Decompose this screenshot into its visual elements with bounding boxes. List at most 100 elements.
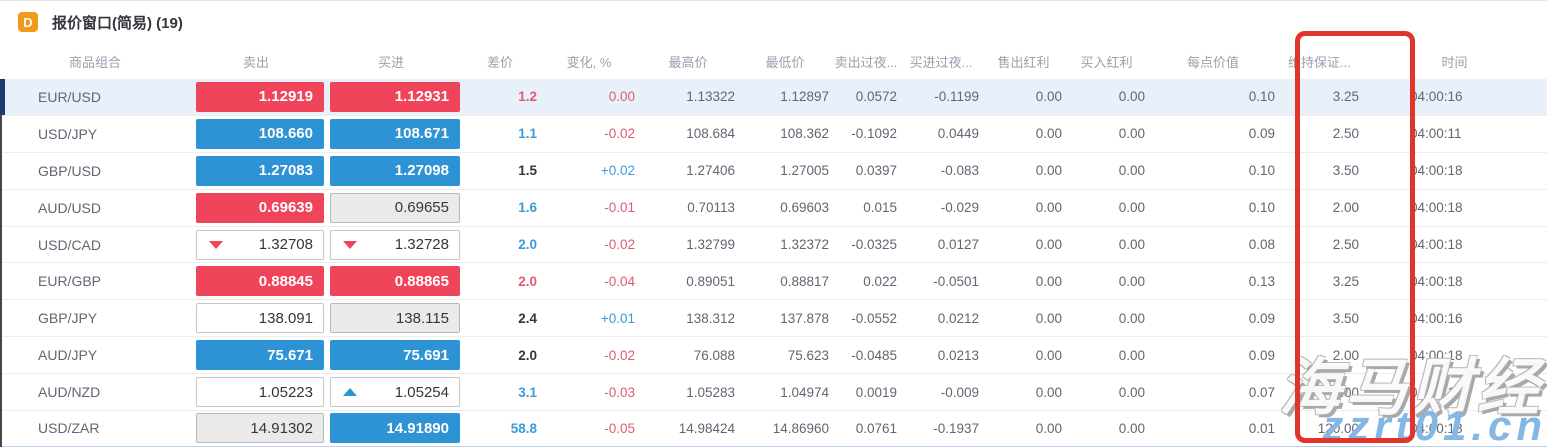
column-header-spread[interactable]: 差价 bbox=[486, 54, 513, 70]
high-cell: 1.27406 bbox=[686, 163, 735, 179]
buy-overnight-cell: 0.0213 bbox=[937, 347, 979, 363]
column-header-buy_dividend[interactable]: 买入红利 bbox=[1080, 54, 1133, 70]
margin-cell: 120.00 bbox=[1317, 420, 1359, 436]
table-row[interactable]: AUD/JPY 75.671 75.691 2.0 -0.02 76.088 7… bbox=[2, 337, 1547, 375]
buy-dividend-cell: 0.00 bbox=[1118, 126, 1145, 142]
buy-dividend-cell: 0.00 bbox=[1118, 310, 1145, 326]
sell-price-button[interactable]: 1.32708 bbox=[196, 229, 324, 260]
sell-overnight-cell: -0.0552 bbox=[851, 310, 897, 326]
sell-overnight-cell: -0.0485 bbox=[851, 347, 897, 363]
sell-cell: 14.91302 bbox=[192, 413, 324, 444]
column-header-margin[interactable]: 维持保证... bbox=[1288, 54, 1351, 70]
time-cell: 04:00:16 bbox=[1410, 310, 1463, 326]
buy-price-button[interactable]: 138.115 bbox=[330, 303, 460, 334]
low-cell: 75.623 bbox=[787, 347, 829, 363]
sell-price-button[interactable]: 1.27083 bbox=[196, 155, 324, 186]
buy-price-button[interactable]: 108.671 bbox=[330, 118, 460, 149]
column-header-buy_overnight[interactable]: 买进过夜... bbox=[909, 54, 973, 70]
table-row[interactable]: EUR/USD 1.12919 1.12931 1.2 0.00 1.13322… bbox=[0, 79, 1547, 116]
low-cell: 1.04974 bbox=[780, 384, 829, 400]
symbol-cell: USD/CAD bbox=[38, 236, 102, 253]
table-row[interactable]: AUD/USD 0.69639 0.69655 1.6 -0.01 0.7011… bbox=[2, 189, 1547, 227]
buy-price-value: 0.69655 bbox=[394, 199, 449, 217]
table-row[interactable]: USD/CAD 1.32708 1.32728 2.0 -0.02 1.3279… bbox=[2, 226, 1547, 264]
column-header-buy[interactable]: 买进 bbox=[377, 54, 404, 70]
time-cell: 04:00:16 bbox=[1410, 89, 1463, 105]
table-row[interactable]: USD/ZAR 14.91302 14.91890 58.8 -0.05 14.… bbox=[2, 411, 1547, 447]
buy-overnight-cell: -0.1199 bbox=[934, 89, 979, 105]
sell-price-value: 1.32708 bbox=[258, 236, 313, 253]
sell-cell: 0.88845 bbox=[192, 266, 324, 297]
sell-price-button[interactable]: 138.091 bbox=[196, 303, 324, 334]
time-cell: 04:00:18 bbox=[1410, 420, 1463, 436]
spread-cell: 58.8 bbox=[510, 420, 537, 436]
buy-price-button[interactable]: 14.91890 bbox=[330, 413, 460, 444]
sell-cell: 1.27083 bbox=[192, 155, 324, 186]
window-d-icon: D bbox=[18, 12, 38, 32]
sell-price-button[interactable]: 75.671 bbox=[196, 340, 324, 371]
margin-cell: 3.50 bbox=[1332, 310, 1359, 326]
column-header-time[interactable]: 时间 bbox=[1441, 54, 1468, 70]
buy-price-button[interactable]: 0.69655 bbox=[330, 192, 460, 223]
sell-cell: 138.091 bbox=[192, 303, 324, 334]
buy-price-button[interactable]: 1.32728 bbox=[330, 229, 460, 260]
sell-price-button[interactable]: 0.88845 bbox=[196, 266, 324, 297]
spread-cell: 1.6 bbox=[518, 200, 537, 216]
buy-price-button[interactable]: 1.05254 bbox=[330, 377, 460, 408]
buy-dividend-cell: 0.00 bbox=[1118, 163, 1145, 179]
sell-price-button[interactable]: 108.660 bbox=[196, 118, 324, 149]
table-row[interactable]: EUR/GBP 0.88845 0.88865 2.0 -0.04 0.8905… bbox=[2, 263, 1547, 301]
sell-price-button[interactable]: 0.69639 bbox=[196, 192, 324, 223]
buy-price-button[interactable]: 75.691 bbox=[330, 340, 460, 371]
buy-cell: 14.91890 bbox=[324, 413, 462, 444]
high-cell: 76.088 bbox=[693, 347, 735, 363]
sell-price-value: 0.88845 bbox=[258, 272, 313, 290]
buy-cell: 0.69655 bbox=[324, 192, 462, 223]
buy-price-button[interactable]: 1.27098 bbox=[330, 155, 460, 186]
sell-price-button[interactable]: 14.91302 bbox=[196, 413, 324, 444]
buy-price-value: 1.27098 bbox=[394, 162, 449, 180]
spread-cell: 2.0 bbox=[518, 347, 537, 363]
column-header-low[interactable]: 最低价 bbox=[765, 54, 805, 70]
buy-dividend-cell: 0.00 bbox=[1118, 420, 1145, 436]
column-header-point_value[interactable]: 每点价值 bbox=[1186, 54, 1239, 70]
high-cell: 1.05283 bbox=[686, 384, 735, 400]
change-percent-cell: 0.00 bbox=[608, 89, 635, 105]
buy-price-button[interactable]: 1.12931 bbox=[330, 81, 460, 112]
sell-overnight-cell: 0.0572 bbox=[855, 89, 897, 105]
sell-price-button[interactable]: 1.05223 bbox=[196, 377, 324, 408]
symbol-cell: EUR/USD bbox=[38, 88, 102, 105]
table-header-row: 商品组合 卖出 买进 差价 变化, % 最高价 最低价 卖出过夜... 买进过夜... 售出红利 买… bbox=[0, 43, 1547, 79]
table-row[interactable]: GBP/JPY 138.091 138.115 2.4 +0.01 138.31… bbox=[2, 300, 1547, 338]
point-value-cell: 0.09 bbox=[1248, 347, 1275, 363]
buy-price-button[interactable]: 0.88865 bbox=[330, 266, 460, 297]
buy-price-value: 0.88865 bbox=[394, 272, 449, 290]
change-percent-cell: -0.02 bbox=[604, 126, 635, 142]
buy-cell: 75.691 bbox=[324, 340, 462, 371]
price-direction-icon bbox=[343, 240, 357, 249]
column-header-sell_dividend[interactable]: 售出红利 bbox=[997, 54, 1050, 70]
high-cell: 0.89051 bbox=[686, 273, 735, 289]
high-cell: 0.70113 bbox=[687, 200, 735, 216]
buy-dividend-cell: 0.00 bbox=[1118, 237, 1145, 252]
column-header-sell[interactable]: 卖出 bbox=[242, 54, 269, 70]
point-value-cell: 0.09 bbox=[1248, 126, 1275, 142]
column-header-change[interactable]: 变化, % bbox=[566, 54, 612, 70]
point-value-cell: 0.07 bbox=[1248, 384, 1275, 400]
buy-dividend-cell: 0.00 bbox=[1118, 384, 1145, 400]
table-row[interactable]: USD/JPY 108.660 108.671 1.1 -0.02 108.68… bbox=[2, 115, 1547, 153]
table-row[interactable]: AUD/NZD 1.05223 1.05254 3.1 -0.03 1.0528… bbox=[2, 374, 1547, 412]
table-row[interactable]: GBP/USD 1.27083 1.27098 1.5 +0.02 1.2740… bbox=[2, 152, 1547, 190]
sell-overnight-cell: 0.0761 bbox=[855, 420, 897, 436]
buy-price-value: 1.12931 bbox=[394, 88, 449, 106]
change-percent-cell: -0.02 bbox=[604, 237, 635, 252]
high-cell: 1.32799 bbox=[686, 237, 735, 252]
column-header-high[interactable]: 最高价 bbox=[668, 54, 708, 70]
point-value-cell: 0.10 bbox=[1248, 89, 1275, 105]
spread-cell: 1.5 bbox=[518, 163, 537, 179]
column-header-symbol[interactable]: 商品组合 bbox=[68, 54, 121, 70]
low-cell: 14.86960 bbox=[772, 420, 829, 436]
column-header-sell_overnight[interactable]: 卖出过夜... bbox=[834, 54, 898, 70]
sell-price-button[interactable]: 1.12919 bbox=[196, 81, 324, 112]
sell-price-value: 138.091 bbox=[258, 309, 313, 327]
